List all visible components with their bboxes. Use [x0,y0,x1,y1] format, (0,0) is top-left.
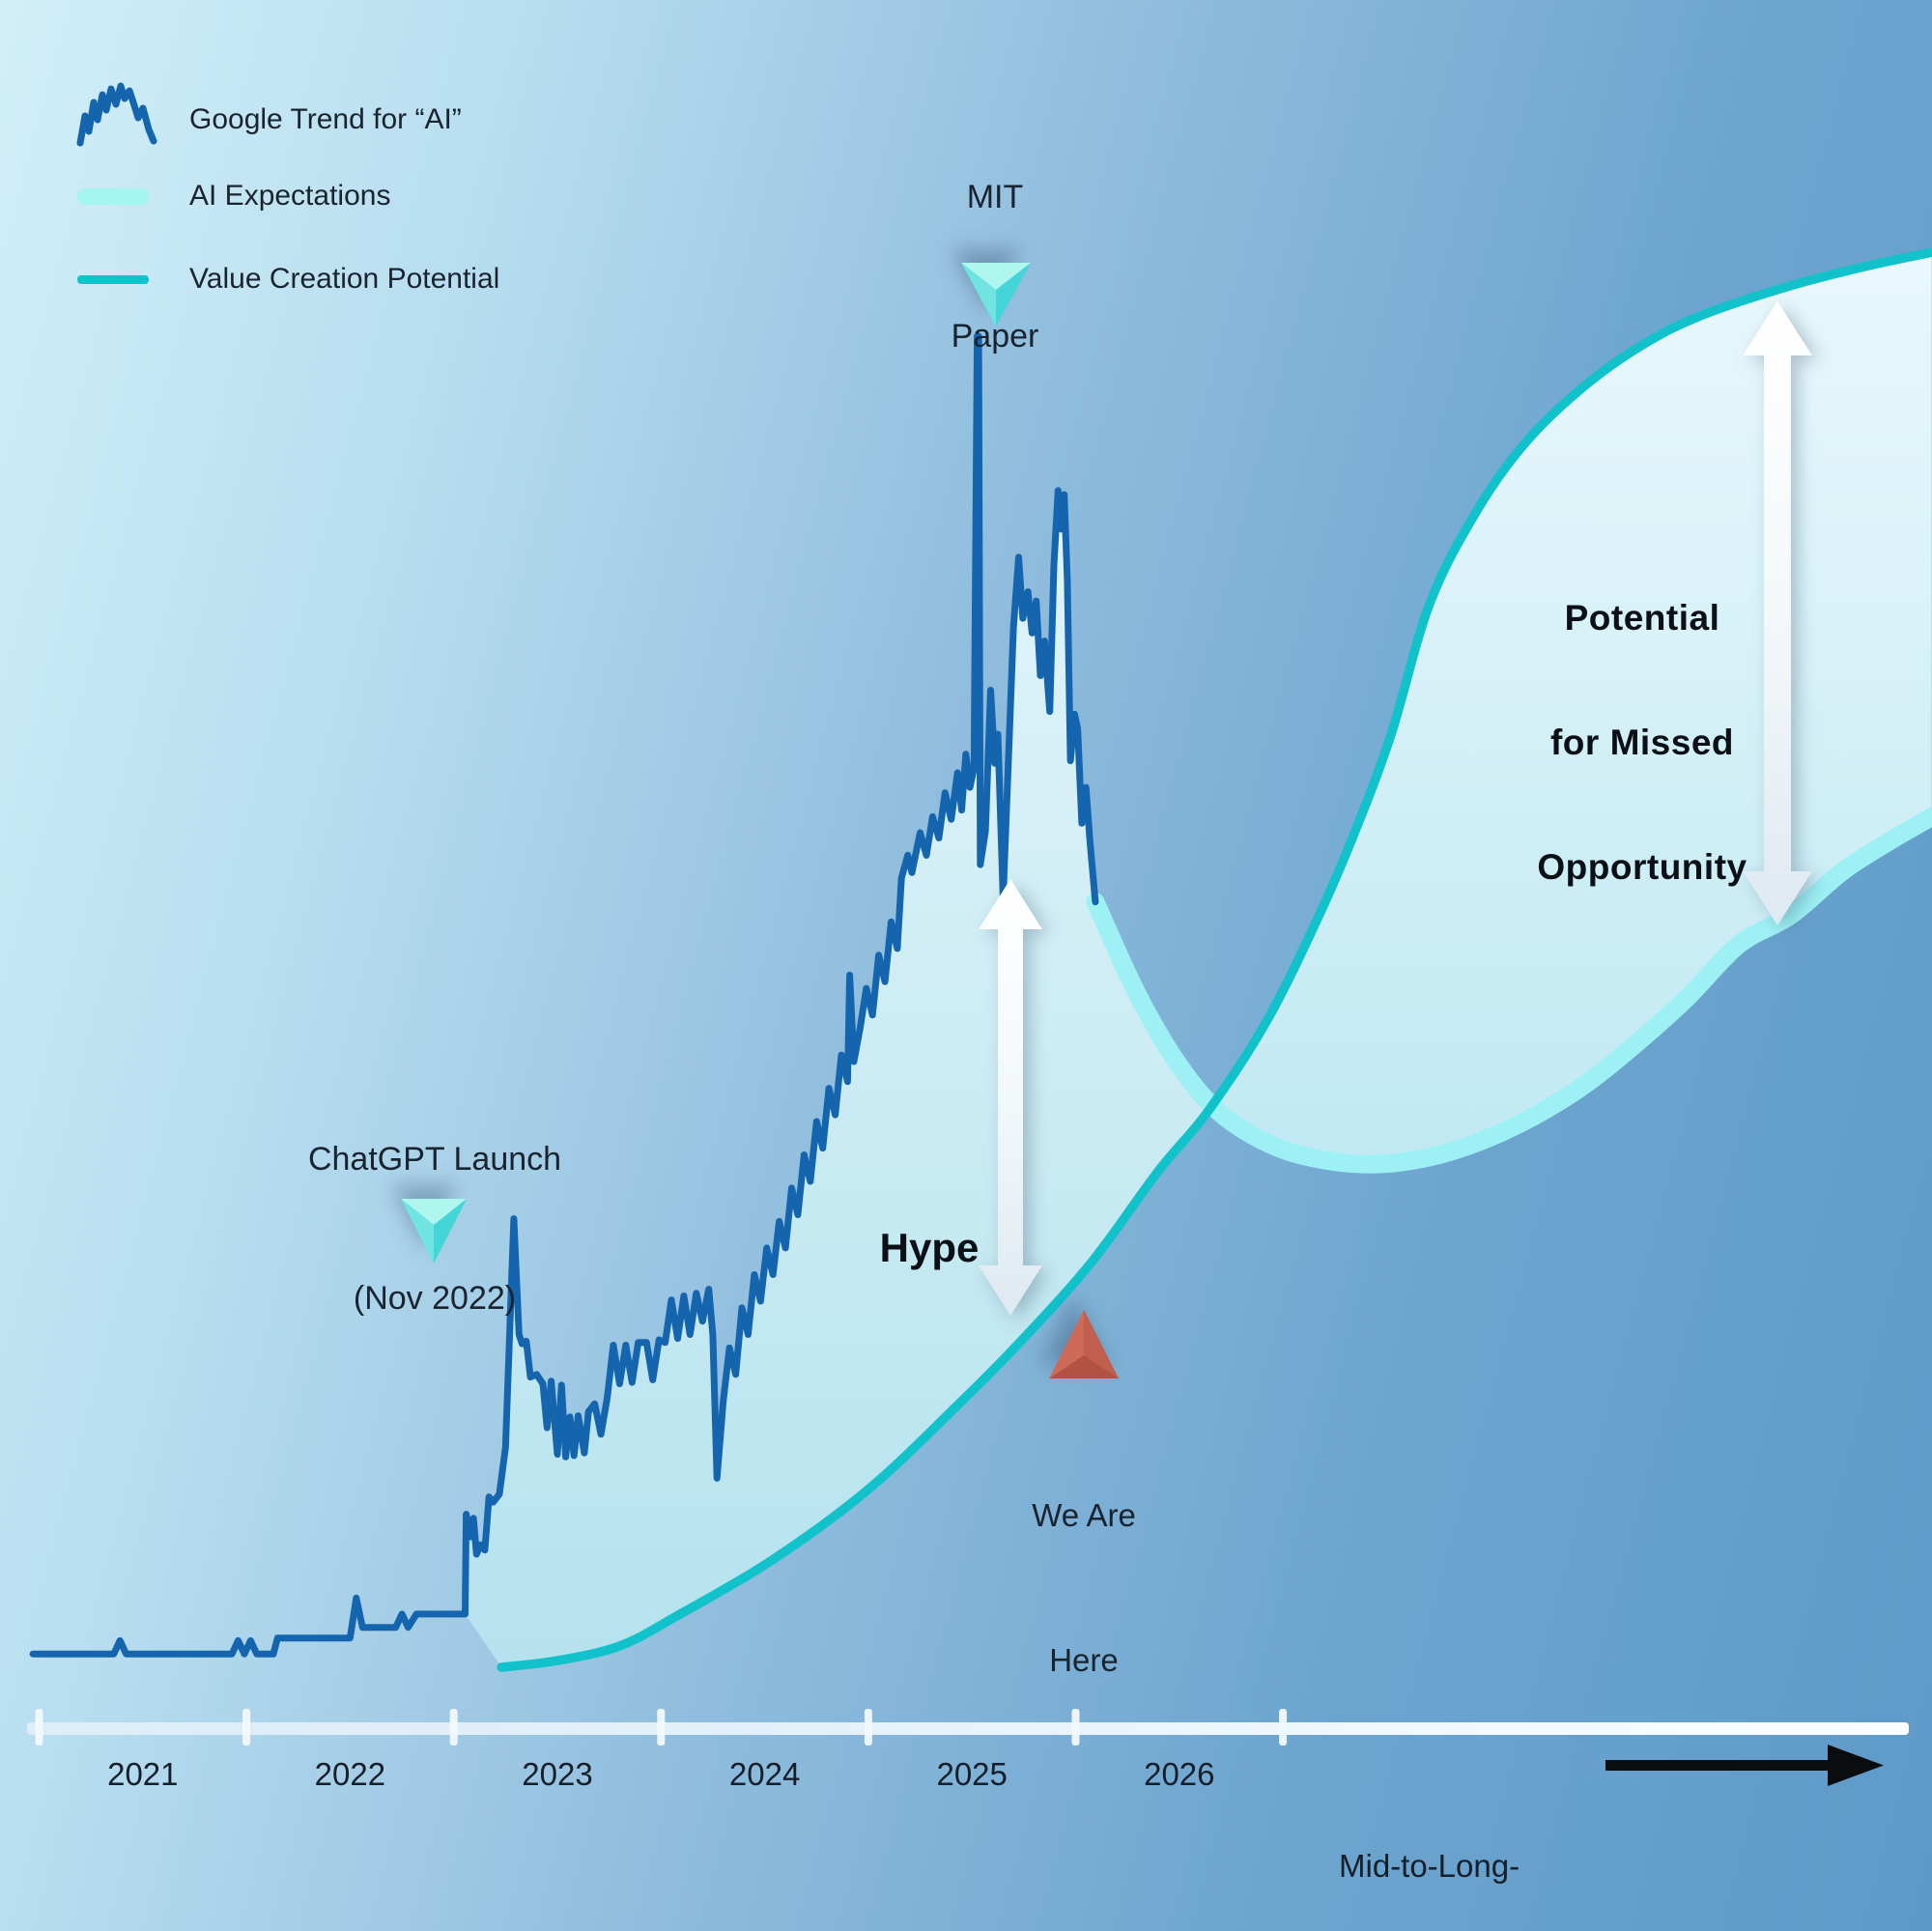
legend-label-expectations: AI Expectations [189,180,391,212]
ai-expectations-curve [1086,808,1932,1174]
axis-tick [449,1709,458,1746]
mit-paper-label: MIT Paper [951,179,1039,355]
google-trend-line [29,332,1099,1658]
axis-tick [1071,1709,1080,1746]
hype-gap-arrow [979,879,1042,1316]
year-label-2021: 2021 [107,1756,179,1792]
expectations-swatch-icon [77,187,149,205]
missed-opportunity-gap-arrow [1743,301,1812,925]
missed-opportunity-label: Potential for Missed Opportunity [1537,598,1747,887]
we-are-here-label: We Are Here [1032,1497,1136,1678]
axis-tick [657,1709,666,1746]
timeline-axis [27,1709,1909,1746]
timeline-forward-arrow [1605,1745,1884,1786]
mid-to-long-term-label: Mid-to-Long- Term [1339,1848,1520,1884]
hype-gap-fill-area [465,336,1221,1667]
value-creation-potential-curve [497,247,1932,1672]
year-label-2022: 2022 [314,1756,386,1792]
chatgpt-launch-marker-icon [401,1199,467,1264]
value-creation-swatch-icon [77,274,149,284]
chatgpt-launch-label: ChatGPT Launch (Nov 2022) [307,1141,562,1317]
axis-tick [242,1709,251,1746]
axis-tick [864,1709,872,1746]
we-are-here-marker-icon [1049,1310,1119,1378]
legend-item-value-creation: Value Creation Potential [75,263,499,296]
legend-label-google-trend: Google Trend for “AI” [189,103,462,135]
legend-item-expectations: AI Expectations [75,180,390,213]
hype-label: Hype [879,1225,980,1270]
year-label-2026: 2026 [1144,1756,1215,1792]
legend-item-google-trend: Google Trend for “AI” [75,81,462,158]
year-label-2024: 2024 [728,1756,801,1792]
mit-paper-marker-icon [961,263,1031,327]
year-label-2023: 2023 [522,1756,593,1792]
jagged-line-icon [76,82,157,147]
year-label-2025: 2025 [936,1756,1008,1792]
legend-label-value-creation: Value Creation Potential [189,263,500,295]
timeline-axis-bar [27,1722,1909,1735]
axis-tick [35,1709,43,1746]
axis-tick [1279,1709,1288,1746]
